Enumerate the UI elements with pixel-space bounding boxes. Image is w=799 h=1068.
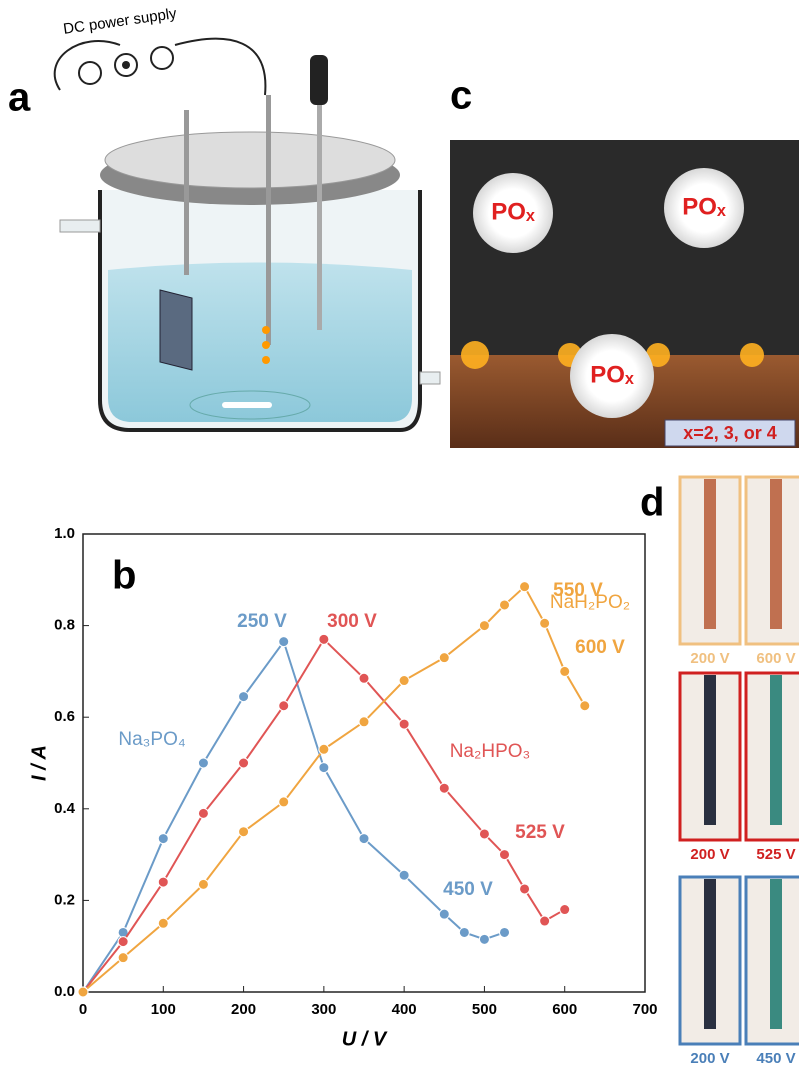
point — [239, 758, 249, 768]
point — [479, 829, 489, 839]
photo-label: 200 V — [690, 846, 729, 863]
point — [239, 692, 249, 702]
series-label: Na₃PO₄ — [118, 729, 185, 750]
annotation: 250 V — [237, 611, 287, 632]
point — [158, 834, 168, 844]
series-line — [83, 642, 505, 992]
annotation: 600 V — [575, 637, 625, 658]
chart: 0 100 200 300 400 500 600 700 0.0 0.2 0.4 0.6 0.8 1.0… — [28, 525, 657, 1050]
y-tick-label: 0.0 — [54, 983, 75, 1000]
point — [359, 673, 369, 683]
point — [399, 719, 409, 729]
y-tick-label: 1.0 — [54, 525, 75, 542]
point — [560, 666, 570, 676]
power-supply-label: DC power supply — [62, 5, 178, 38]
point — [540, 618, 550, 628]
point — [319, 744, 329, 754]
point — [459, 927, 469, 937]
point — [500, 600, 510, 610]
particle-label: POₓ — [682, 193, 726, 220]
point — [500, 927, 510, 937]
point — [279, 701, 289, 711]
series-line — [83, 639, 565, 992]
x-tick-label: 400 — [392, 1001, 417, 1018]
y-axis-label: I / A — [28, 745, 50, 781]
wire — [770, 479, 782, 629]
point — [118, 953, 128, 963]
point — [359, 717, 369, 727]
photo-label: 450 V — [756, 1050, 795, 1067]
point — [520, 582, 530, 592]
point — [399, 676, 409, 686]
particle-label: POₓ — [590, 361, 634, 388]
point — [239, 827, 249, 837]
point — [439, 783, 449, 793]
x-tick-label: 700 — [632, 1001, 657, 1018]
panel-label: c — [450, 74, 472, 118]
panel-label: a — [8, 76, 31, 120]
point — [399, 870, 409, 880]
photo-label: 200 V — [690, 1050, 729, 1067]
point — [439, 653, 449, 663]
point — [500, 850, 510, 860]
point — [279, 637, 289, 647]
y-tick-label: 0.8 — [54, 617, 75, 634]
point — [520, 884, 530, 894]
point — [319, 763, 329, 773]
wire — [704, 675, 716, 825]
x-tick-label: 100 — [151, 1001, 176, 1018]
point — [158, 877, 168, 887]
x-tick-label: 200 — [231, 1001, 256, 1018]
panel-label: b — [112, 554, 136, 598]
annotation: 550 V — [553, 580, 603, 601]
point — [78, 987, 88, 997]
x-axis-label: U / V — [342, 1028, 388, 1050]
point — [198, 758, 208, 768]
x-tick-label: 500 — [472, 1001, 497, 1018]
discharge-illustration — [450, 140, 799, 448]
photo-grid: 200 V 600 V 200 V 525 V 200 V 450 V — [680, 477, 799, 1067]
x-tick-label: 600 — [552, 1001, 577, 1018]
annotation: 300 V — [327, 611, 377, 632]
point — [158, 918, 168, 928]
wire — [770, 675, 782, 825]
point — [118, 937, 128, 947]
point — [580, 701, 590, 711]
photo-label: 525 V — [756, 846, 795, 863]
point — [359, 834, 369, 844]
wire — [704, 479, 716, 629]
series-label: Na₂HPO₃ — [450, 741, 531, 762]
point — [198, 879, 208, 889]
annotation: 450 V — [443, 879, 493, 900]
x-tick-label: 300 — [311, 1001, 336, 1018]
point — [319, 634, 329, 644]
point — [439, 909, 449, 919]
panel-label: d — [640, 481, 664, 525]
reactor-illustration — [55, 39, 440, 430]
y-tick-label: 0.4 — [54, 800, 76, 817]
point — [279, 797, 289, 807]
x-note: x=2, 3, or 4 — [683, 423, 777, 443]
point — [540, 916, 550, 926]
y-tick-label: 0.2 — [54, 891, 75, 908]
point — [560, 905, 570, 915]
particle-label: POₓ — [491, 198, 535, 225]
point — [198, 808, 208, 818]
annotation: 525 V — [515, 822, 565, 843]
point — [479, 934, 489, 944]
point — [479, 621, 489, 631]
figure: a DC power supply c d 200 V 600 V 200 V 525… — [0, 0, 799, 1068]
wire — [704, 879, 716, 1029]
photo-label: 200 V — [690, 650, 729, 667]
x-tick-label: 0 — [79, 1001, 87, 1018]
wire — [770, 879, 782, 1029]
y-tick-label: 0.6 — [54, 708, 75, 725]
photo-label: 600 V — [756, 650, 795, 667]
